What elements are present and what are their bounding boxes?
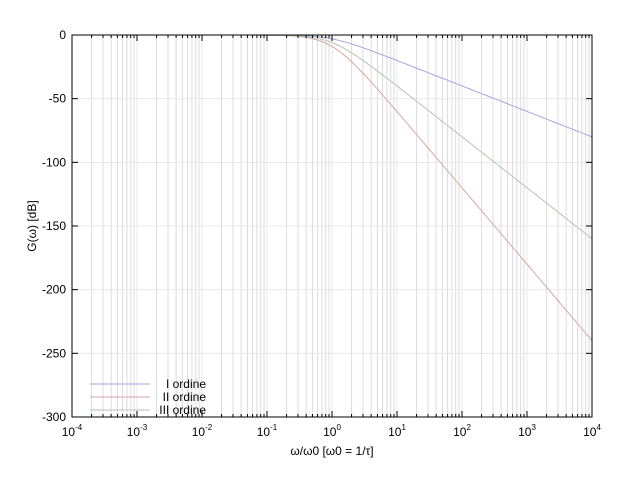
grid [71, 34, 593, 418]
x-tick-exponent: -1 [270, 423, 278, 432]
x-tick-exponent: 0 [336, 423, 341, 432]
x-tick-exponent: 2 [466, 423, 471, 432]
ticks [71, 34, 592, 418]
x-tick-base: 10 [388, 425, 402, 439]
y-tick-label: -50 [49, 92, 67, 106]
y-tick-label: -300 [42, 410, 66, 424]
x-axis-label: ω/ω0 [ω0 = 1/τ] [290, 444, 373, 458]
x-tick-exponent: -3 [140, 423, 148, 432]
x-tick-base: 10 [62, 425, 76, 439]
x-tick-label: 10-3 [127, 423, 148, 439]
y-tick-label: -250 [42, 346, 66, 360]
x-tick-base: 10 [323, 425, 337, 439]
legend-label: I ordine [166, 377, 206, 391]
y-tick-label: -100 [42, 155, 66, 169]
x-tick-label: 104 [583, 423, 601, 439]
y-tick-label: 0 [59, 28, 66, 42]
y-axis-label: G(ω) [dB] [25, 200, 39, 251]
x-tick-exponent: -2 [205, 423, 213, 432]
x-tick-label: 10-4 [62, 423, 83, 439]
x-tick-exponent: 1 [401, 423, 406, 432]
x-tick-label: 102 [453, 423, 471, 439]
x-tick-label: 10-2 [192, 423, 213, 439]
x-tick-label: 100 [323, 423, 341, 439]
x-tick-exponent: 3 [531, 423, 536, 432]
x-tick-base: 10 [453, 425, 467, 439]
x-tick-base: 10 [257, 425, 271, 439]
y-tick-label: -150 [42, 219, 66, 233]
x-tick-label: 103 [518, 423, 536, 439]
y-tick-label: -200 [42, 283, 66, 297]
x-tick-base: 10 [518, 425, 532, 439]
legend-label: III ordine [159, 403, 206, 417]
x-tick-exponent: -4 [75, 423, 83, 432]
x-tick-base: 10 [192, 425, 206, 439]
x-tick-label: 10-1 [257, 423, 278, 439]
x-tick-label: 101 [388, 423, 406, 439]
x-tick-base: 10 [583, 425, 597, 439]
x-tick-exponent: 4 [596, 423, 601, 432]
legend-label: II ordine [163, 390, 207, 404]
x-tick-base: 10 [127, 425, 141, 439]
